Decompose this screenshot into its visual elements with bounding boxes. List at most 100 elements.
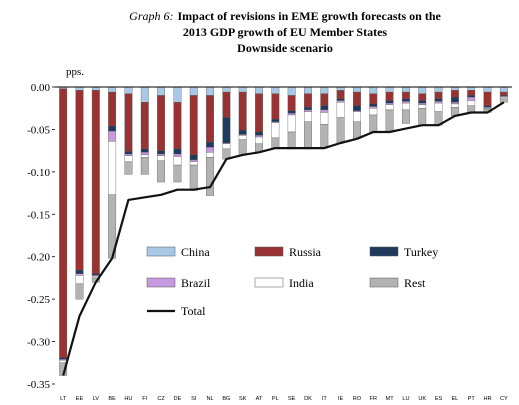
bar-segment-russia: [255, 93, 263, 133]
chart-title-label: Graph 6:: [129, 9, 173, 23]
bar-segment-turkey: [369, 103, 378, 107]
bar-segment-rest: [59, 362, 68, 376]
bar-segment-turkey: [287, 110, 296, 114]
bar-segment-turkey: [450, 97, 459, 103]
bar-segment-russia: [124, 93, 133, 152]
bar-segment-brazil: [108, 130, 117, 142]
bar-segment-brazil: [434, 101, 443, 104]
bar-segment-russia: [238, 91, 247, 131]
y-tick-label: -0.25: [27, 294, 50, 306]
bar-segment-brazil: [287, 113, 296, 116]
bar-segment-china: [238, 86, 247, 93]
legend-swatch-china: [146, 246, 176, 257]
bar-segment-turkey: [59, 357, 68, 360]
bar-segment-china: [304, 86, 312, 94]
bar-segment-india: [434, 102, 443, 112]
bar-segment-china: [140, 86, 149, 103]
bar-segment-russia: [304, 93, 312, 108]
bar-segment-china: [271, 86, 280, 94]
chart-title-line-1: Graph 6: Impact of revisions in EME growt…: [129, 9, 441, 23]
bar-segment-russia: [91, 90, 100, 274]
bar-segment-turkey: [255, 131, 263, 136]
bar-segment-russia: [108, 91, 117, 127]
legend-label-india: India: [289, 276, 314, 290]
bar-segment-turkey: [353, 105, 361, 111]
y-tick-label: -0.05: [27, 124, 50, 136]
bar-segment-turkey: [434, 98, 443, 102]
bar-segment-turkey: [222, 117, 231, 144]
bar-segment-turkey: [483, 105, 492, 108]
bar-segment-russia: [434, 91, 443, 100]
bar-segment-rest: [124, 161, 133, 175]
bar-segment-turkey: [401, 98, 410, 102]
x-tick-label: CY: [500, 396, 508, 402]
y-tick-label: 0.00: [31, 82, 51, 94]
bar-segment-brazil: [304, 109, 312, 112]
bar-segment-india: [450, 103, 459, 108]
bar-segment-brazil: [124, 153, 133, 156]
bar-segment-brazil: [369, 106, 378, 109]
bar-segment-turkey: [418, 100, 427, 104]
bar-segment-rest: [140, 157, 149, 175]
bar-segment-rest: [320, 124, 329, 149]
bar-segment-rest: [271, 137, 280, 149]
bar-segment-rest: [401, 109, 410, 124]
x-tick-label: FR: [370, 396, 377, 402]
x-tick-label: BG: [222, 396, 230, 402]
legend-swatch-india: [254, 277, 284, 288]
bar-segment-brazil: [255, 135, 263, 138]
bar-segment-turkey: [173, 148, 182, 155]
bar-segment-india: [499, 97, 508, 100]
x-tick-label: LV: [93, 396, 100, 402]
bar-segment-india: [173, 156, 182, 166]
x-tick-label: CZ: [157, 396, 165, 402]
bar-segment-brazil: [336, 100, 345, 103]
bar-segment-china: [255, 86, 263, 94]
y-tick-label: -0.30: [27, 337, 50, 349]
bar-segment-india: [467, 100, 476, 106]
bar-segment-russia: [418, 93, 427, 101]
bar-segment-turkey: [271, 119, 280, 122]
bar-segment-india: [124, 155, 133, 162]
bar-segment-russia: [173, 102, 182, 150]
y-tick-label: -0.10: [27, 167, 50, 179]
bar-segment-india: [418, 104, 427, 109]
bar-segment-russia: [385, 91, 394, 101]
x-tick-label: ES: [435, 396, 443, 402]
bar-segment-russia: [75, 90, 84, 271]
bar-segment-brazil: [206, 147, 214, 153]
bar-segment-rest: [418, 108, 427, 126]
bar-segment-china: [173, 86, 182, 103]
y-tick-label: -0.20: [27, 252, 50, 264]
bar-segment-brazil: [418, 102, 427, 105]
bar-segment-china: [222, 86, 231, 93]
x-tick-label: AT: [256, 396, 263, 402]
bar-segment-china: [320, 86, 329, 94]
bar-segment-china: [287, 86, 296, 96]
bar-segment-turkey: [238, 130, 247, 135]
x-tick-label: HU: [124, 396, 132, 402]
bar-segment-brazil: [320, 109, 329, 113]
bar-segment-india: [353, 111, 361, 122]
bar-segment-russia: [483, 91, 492, 106]
bar-segment-rest: [238, 139, 247, 156]
bar-segment-india: [140, 154, 149, 158]
y-axis-unit-label: pps.: [66, 66, 84, 78]
bar-segment-rest: [189, 164, 198, 191]
bar-segment-india: [271, 122, 280, 139]
bar-segment-india: [304, 111, 312, 122]
x-tick-label: PL: [272, 396, 279, 402]
bar-segment-china: [418, 86, 427, 94]
bar-segment-china: [353, 86, 361, 93]
x-tick-label: DE: [174, 396, 182, 402]
bar-segment-turkey: [189, 154, 198, 161]
bar-segment-india: [255, 136, 263, 145]
bar-segment-rest: [369, 114, 378, 133]
bar-segment-india: [75, 275, 84, 285]
bar-segment-india: [238, 135, 247, 140]
x-tick-label: LU: [402, 396, 409, 402]
bar-segment-rest: [287, 131, 296, 150]
y-tick-label: -0.35: [27, 379, 50, 391]
x-tick-label: IT: [322, 396, 328, 402]
bar-segment-russia: [59, 88, 68, 358]
